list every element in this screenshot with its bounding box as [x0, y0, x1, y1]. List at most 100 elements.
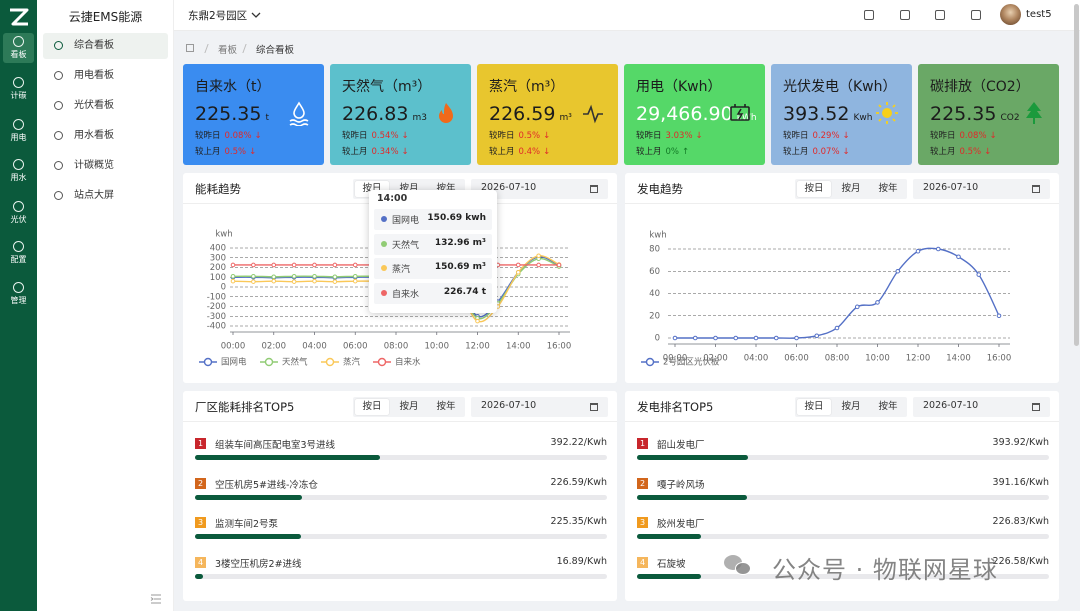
toolbar-icon[interactable]	[971, 10, 981, 20]
watermark-icon	[724, 553, 752, 577]
menu-item[interactable]: 用水看板	[43, 123, 168, 149]
rail-label: 看板	[10, 50, 27, 59]
rail-item[interactable]: 光伏	[3, 198, 34, 228]
collapse-icon[interactable]	[150, 593, 162, 605]
date-picker[interactable]: 2026-07-10	[471, 179, 608, 199]
tab[interactable]: 按日	[355, 399, 389, 415]
site-selector[interactable]: 东鼎2号园区	[188, 10, 248, 22]
tooltip-name: 国网电	[392, 216, 420, 226]
menu-icon	[54, 161, 63, 170]
rail-label: 配置	[10, 255, 27, 264]
date-picker[interactable]: 2026-07-10	[913, 397, 1050, 417]
menu-item[interactable]: 计碳概览	[43, 153, 168, 179]
tooltip-dot	[381, 290, 387, 297]
compare-label: 较昨日	[342, 131, 368, 141]
tooltip-row: 蒸汽 150.69 m³	[374, 258, 492, 280]
tab[interactable]: 按月	[841, 183, 861, 194]
rank-bar	[637, 573, 701, 579]
user-name[interactable]: test5	[1026, 9, 1052, 20]
tab[interactable]: 按日	[797, 399, 831, 415]
tab[interactable]: 按年	[436, 183, 456, 194]
rail-item[interactable]: 管理	[3, 279, 34, 309]
tooltip-value: 226.74 t	[443, 287, 486, 298]
kpi-title: 自来水（t）	[195, 79, 271, 95]
rail-item[interactable]: 看板	[3, 33, 34, 63]
toolbar-icon[interactable]	[864, 10, 874, 20]
kpi-value: 226.59 m³	[489, 103, 572, 125]
rank-value: 226.59/Kwh	[550, 476, 607, 488]
tab[interactable]: 按月	[841, 401, 861, 412]
rank-track	[637, 534, 1049, 539]
toolbar-icon[interactable]	[900, 10, 910, 20]
panel-title: 厂区能耗排名TOP5	[195, 400, 295, 414]
rank-name: 监测车间2号泵	[215, 519, 279, 530]
app-title: 云捷EMS能源	[68, 10, 143, 24]
tab[interactable]: 按日	[797, 181, 831, 197]
chart-tooltip: 14:00 国网电 150.69 kwh 天然气 132.96 m³ 蒸汽 150.69 m…	[369, 190, 497, 313]
rail-icon	[13, 241, 24, 252]
rail-icon	[13, 282, 24, 293]
compare-arrow: ↓	[695, 131, 703, 141]
tab[interactable]: 按年	[436, 401, 456, 412]
menu-label: 用水看板	[74, 130, 114, 141]
rank-track	[195, 455, 607, 460]
rank-value: 226.83/Kwh	[992, 516, 1049, 527]
date-picker[interactable]: 2026-07-10	[913, 179, 1050, 199]
menu-item[interactable]: 光伏看板	[43, 93, 168, 119]
kpi-value: 226.83 m3	[342, 103, 427, 125]
compare-arrow: ↓	[249, 147, 257, 157]
kpi-compare: 较昨日 3.03% ↓	[636, 129, 703, 141]
tab[interactable]: 按月	[399, 183, 419, 194]
breadcrumb-item[interactable]: 看板	[218, 45, 238, 56]
tab[interactable]: 按年	[878, 183, 898, 194]
calendar-icon	[1032, 185, 1040, 193]
rank-bar	[637, 455, 749, 460]
menu-icon	[54, 101, 63, 110]
rail-icon	[13, 119, 24, 130]
rank-name: 空压机房5#进线-冷冻仓	[215, 479, 318, 491]
avatar[interactable]	[1000, 4, 1021, 25]
rail-item[interactable]: 用水	[3, 156, 34, 186]
kpi-number: 225.35	[930, 103, 997, 125]
breadcrumb-item[interactable]: 综合看板	[256, 45, 295, 56]
compare-change: 3.03%	[665, 131, 693, 141]
rank-name: 嘎子岭风场	[657, 479, 705, 491]
rank-name: 3楼空压机房2#进线	[215, 558, 302, 570]
tab[interactable]: 按月	[399, 401, 419, 412]
rank-name: 组装车间高压配电室3号进线	[215, 440, 336, 451]
rail-item[interactable]: 计碳	[3, 74, 34, 104]
panel-title: 发电排名TOP5	[637, 400, 714, 414]
tooltip-row: 天然气 132.96 m³	[374, 233, 492, 255]
menu-item[interactable]: 综合看板	[43, 33, 168, 59]
menu-label: 用电看板	[74, 70, 114, 81]
kpi-card: 自来水（t） 225.35 t 较昨日 0.08% ↓ 较上月 0.5% ↓	[183, 64, 324, 165]
rail-item[interactable]: 配置	[3, 238, 34, 268]
rail-item[interactable]: 用电	[3, 116, 34, 146]
toolbar-icon[interactable]	[935, 10, 945, 20]
tooltip-dot	[381, 240, 387, 247]
rank-track	[195, 573, 607, 579]
watermark: 公众号 · 物联网星球	[772, 556, 998, 584]
kpi-title: 用电（Kwh）	[636, 79, 722, 95]
kpi-value: 225.35 CO2	[930, 103, 1020, 125]
panel: 发电趋势 按日 按月 按年 2026-07-10	[625, 173, 1059, 383]
kpi-icon	[1026, 102, 1042, 124]
tooltip-row: 国网电 150.69 kwh	[374, 209, 492, 230]
compare-arrow: ↑	[682, 147, 690, 157]
compare-change: 0.5%	[518, 131, 541, 141]
rail-label: 用电	[10, 133, 27, 142]
kpi-number: 225.35	[195, 103, 262, 125]
menu-icon	[54, 191, 63, 200]
rank-name: 韶山发电厂	[657, 440, 705, 451]
rank-badge: 4	[637, 556, 648, 568]
rank-badge: 3	[195, 517, 206, 528]
tab[interactable]: 按年	[878, 401, 898, 412]
date-picker[interactable]: 2026-07-10	[471, 397, 608, 417]
compare-label: 较上月	[783, 147, 809, 157]
menu-label: 站点大屏	[74, 190, 114, 201]
menu-item[interactable]: 站点大屏	[43, 183, 168, 209]
kpi-icon	[289, 101, 309, 126]
panel-header-line	[625, 203, 1059, 204]
rank-name: 石旋坡	[657, 558, 686, 570]
menu-item[interactable]: 用电看板	[43, 63, 168, 89]
